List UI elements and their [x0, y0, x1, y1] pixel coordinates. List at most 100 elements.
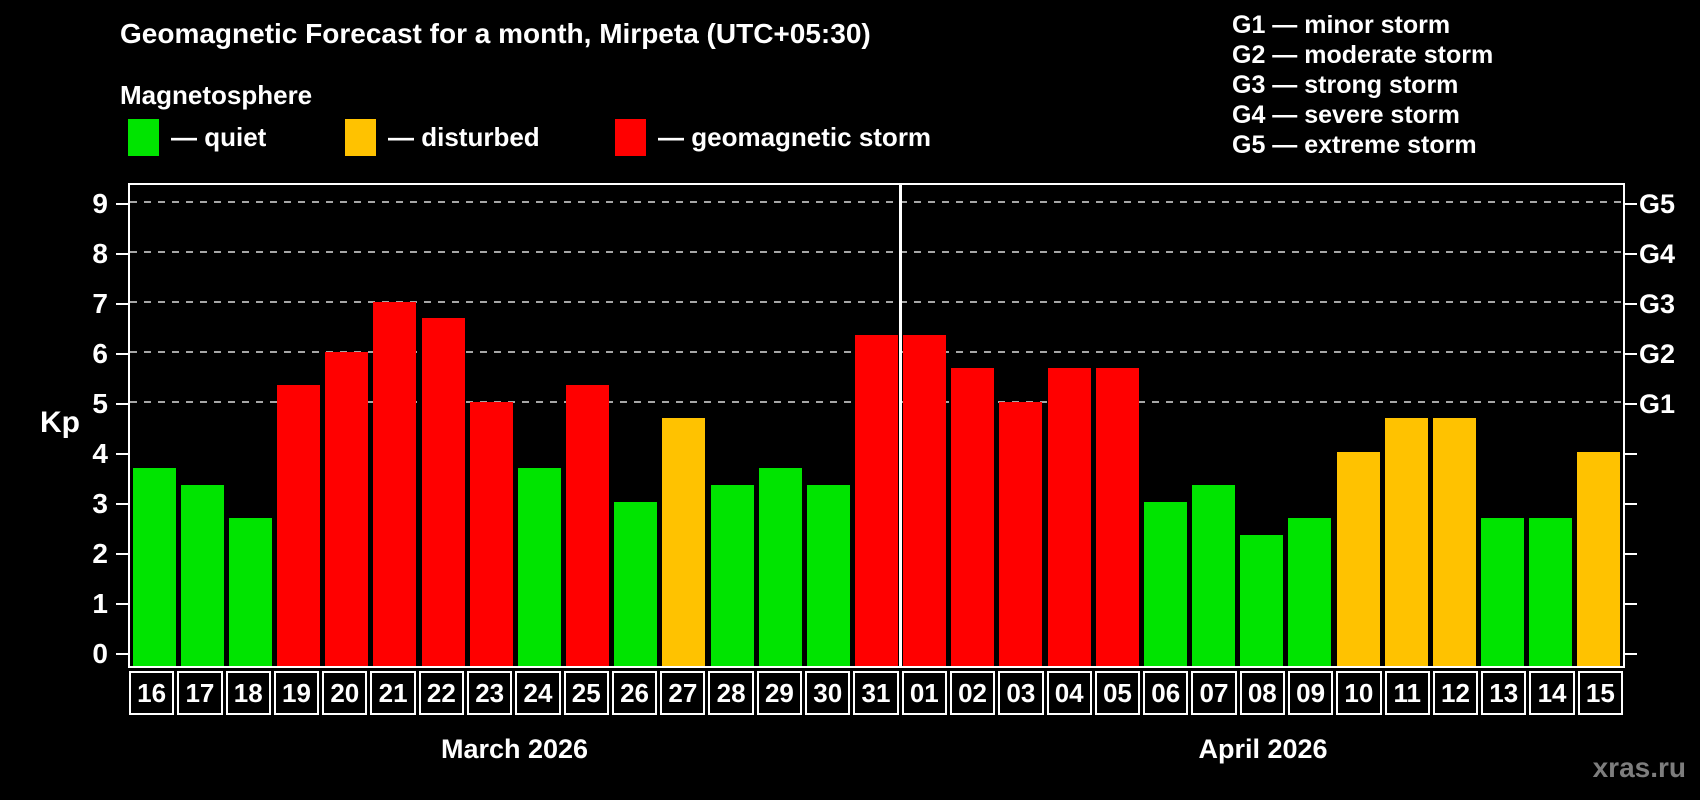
y-tick-label-0: 0	[92, 637, 108, 669]
y-tick-label-6: 6	[92, 337, 108, 369]
kp-bar-25	[566, 385, 610, 666]
y-tick-label-7: 7	[92, 287, 108, 319]
day-label-06: 06	[1143, 671, 1189, 715]
g-level-label-G3: G3	[1639, 288, 1676, 319]
kp-bar-20	[325, 351, 369, 666]
y-tick-right-1	[1625, 602, 1637, 605]
y-tick-right-8	[1625, 252, 1637, 255]
kp-bar-17	[180, 485, 224, 666]
y-tick-right-3	[1625, 502, 1637, 505]
y-tick-right-7	[1625, 302, 1637, 305]
legend-item-disturbed: — disturbed	[345, 118, 540, 156]
kp-bar-26	[614, 501, 658, 666]
legend-label: — disturbed	[388, 121, 540, 152]
day-label-31: 31	[853, 671, 899, 715]
kp-bar-12	[1432, 418, 1476, 666]
g-scale-legend: G1 — minor storm G2 — moderate storm G3 …	[1232, 10, 1493, 160]
month-label-march: March 2026	[440, 734, 589, 764]
kp-bar-30	[806, 485, 850, 666]
day-label-19: 19	[273, 671, 320, 715]
gridline-kp8	[130, 250, 1623, 253]
day-label-08: 08	[1239, 671, 1285, 715]
y-tick-left-3	[116, 502, 128, 505]
day-label-30: 30	[805, 671, 851, 715]
kp-bar-09	[1288, 518, 1332, 666]
day-label-26: 26	[611, 671, 658, 715]
kp-bar-03	[999, 401, 1043, 666]
kp-bar-04	[1047, 368, 1091, 666]
g-level-label-G2: G2	[1639, 338, 1676, 369]
plot-area	[130, 185, 1623, 666]
g3-legend-line: G3 — strong storm	[1232, 71, 1459, 99]
kp-bar-29	[758, 468, 802, 666]
day-label-05: 05	[1094, 671, 1141, 715]
day-label-14: 14	[1529, 671, 1575, 715]
day-label-03: 03	[998, 671, 1044, 715]
kp-bar-11	[1384, 418, 1428, 666]
kp-bar-06	[1143, 501, 1187, 666]
day-label-10: 10	[1336, 671, 1382, 715]
y-tick-right-2	[1625, 552, 1637, 555]
kp-bar-28	[710, 485, 754, 666]
kp-bar-24	[517, 468, 561, 666]
disturbed-color-swatch	[345, 118, 376, 156]
day-label-01: 01	[901, 671, 947, 715]
g-level-label-G4: G4	[1639, 238, 1676, 269]
legend-label: — quiet	[171, 121, 267, 152]
kp-bar-16	[132, 468, 176, 666]
y-tick-label-1: 1	[92, 587, 108, 619]
day-label-11: 11	[1384, 671, 1430, 715]
y-tick-left-8	[116, 252, 128, 255]
y-tick-label-2: 2	[92, 537, 108, 569]
day-label-28: 28	[708, 671, 754, 715]
magnetosphere-subtitle: Magnetosphere	[120, 80, 313, 110]
day-label-22: 22	[418, 671, 465, 715]
day-label-15: 15	[1577, 671, 1623, 715]
g-level-label-G5: G5	[1639, 188, 1676, 219]
kp-bar-19	[277, 385, 321, 666]
kp-bar-31	[855, 335, 898, 666]
month-label-april: April 2026	[1198, 734, 1328, 764]
day-label-16: 16	[129, 671, 175, 715]
y-axis-title: Kp	[40, 406, 80, 439]
day-label-12: 12	[1432, 671, 1479, 715]
day-label-02: 02	[949, 671, 996, 715]
day-label-18: 18	[225, 671, 271, 715]
g4-legend-line: G4 — severe storm	[1232, 101, 1460, 129]
y-tick-label-4: 4	[92, 437, 108, 469]
gridline-kp7	[130, 300, 1623, 303]
day-label-09: 09	[1287, 671, 1334, 715]
y-tick-left-4	[116, 452, 128, 455]
kp-bar-02	[951, 368, 995, 666]
kp-bar-05	[1095, 368, 1139, 666]
g1-legend-line: G1 — minor storm	[1232, 11, 1451, 39]
y-tick-left-6	[116, 352, 128, 355]
g-level-label-G1: G1	[1639, 388, 1676, 419]
day-label-17: 17	[177, 671, 223, 715]
kp-bar-15	[1577, 451, 1621, 666]
kp-bar-01	[903, 335, 947, 666]
month-separator-line	[899, 185, 903, 666]
y-tick-right-6	[1625, 352, 1637, 355]
storm-color-swatch	[615, 118, 646, 156]
kp-bar-23	[469, 401, 513, 666]
y-tick-left-2	[116, 552, 128, 555]
y-tick-left-0	[116, 652, 128, 655]
day-label-23: 23	[467, 671, 513, 715]
y-tick-label-9: 9	[92, 187, 108, 219]
quiet-color-swatch	[128, 118, 159, 156]
day-label-21: 21	[370, 671, 416, 715]
kp-bar-14	[1529, 518, 1573, 666]
kp-bar-08	[1240, 535, 1284, 666]
legend-item-storm: — geomagnetic storm	[615, 118, 931, 156]
legend-item-quiet: — quiet	[128, 118, 266, 156]
kp-bar-18	[228, 518, 272, 666]
kp-bar-22	[421, 318, 465, 666]
y-tick-label-8: 8	[92, 237, 108, 269]
kp-bar-27	[662, 418, 706, 666]
y-tick-right-0	[1625, 652, 1637, 655]
y-tick-left-5	[116, 402, 128, 405]
g2-legend-line: G2 — moderate storm	[1232, 41, 1494, 69]
day-label-24: 24	[515, 671, 561, 715]
